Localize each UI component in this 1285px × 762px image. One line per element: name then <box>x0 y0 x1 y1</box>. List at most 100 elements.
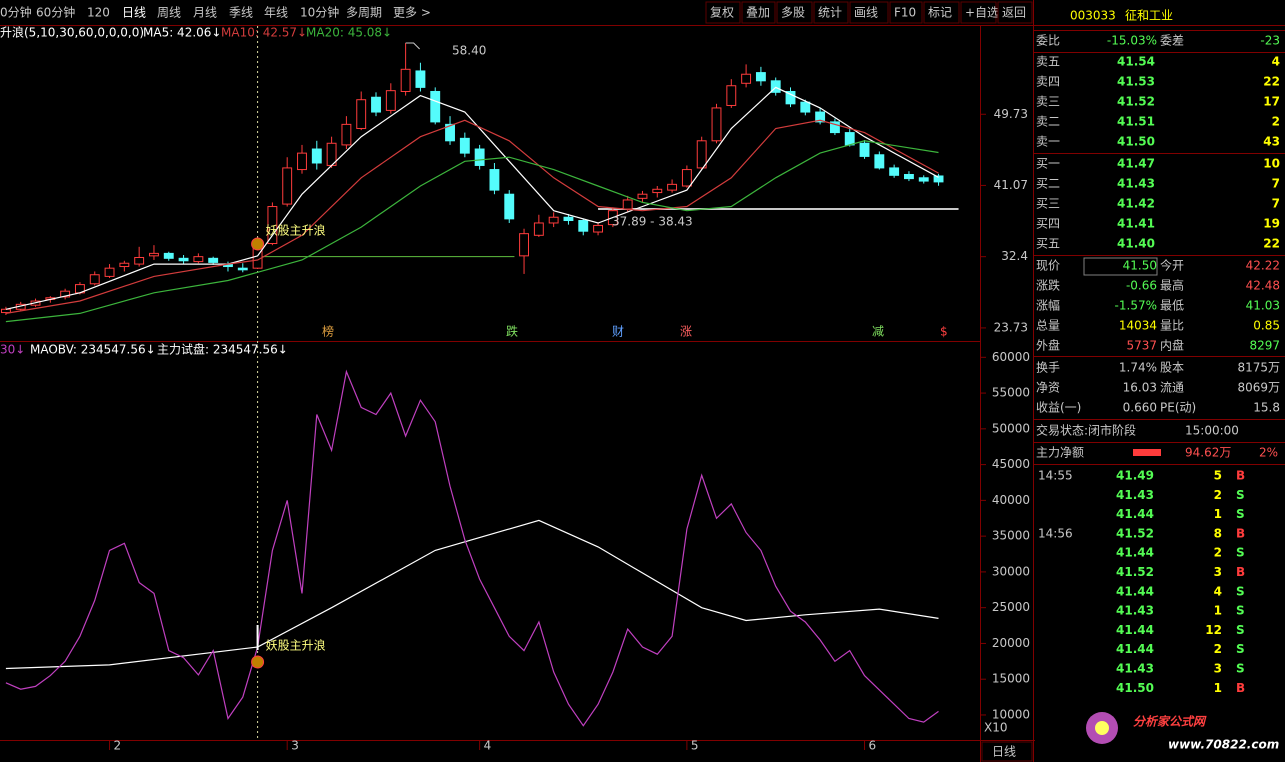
trade-price: 41.52 <box>1116 565 1154 579</box>
toolbar-button-label[interactable]: +自选 <box>965 6 999 20</box>
toolbar-tab[interactable]: 多周期 <box>346 6 382 20</box>
quote-cell: PE(动) <box>1160 401 1196 415</box>
toolbar-button[interactable] <box>923 1 960 24</box>
candle-body <box>89 274 100 285</box>
trade-status: 交易状态:闭市阶段 <box>1036 423 1136 438</box>
y-tick-label: 25000 <box>992 600 1030 614</box>
trade-volume: 1 <box>1214 681 1222 695</box>
trade-side: B <box>1236 681 1245 695</box>
quote-cell: 8175万 <box>1237 361 1280 375</box>
y-tick-label: 30000 <box>992 564 1030 578</box>
toolbar-button-label[interactable]: 多股 <box>781 6 805 20</box>
quote-cell: 流通 <box>1160 381 1184 395</box>
toolbar-button[interactable] <box>776 1 813 24</box>
candle-body <box>237 267 248 271</box>
order-price: 41.43 <box>1117 177 1155 191</box>
order-volume: 22 <box>1263 75 1280 89</box>
quote-cell: 涨跌 <box>1036 278 1060 293</box>
quote-cell: 5737 <box>1126 339 1157 353</box>
quote-cell: 净资 <box>1036 381 1060 395</box>
toolbar-tab[interactable]: 周线 <box>157 6 181 20</box>
candle-body <box>904 173 914 180</box>
signal-label: 财 <box>612 325 624 339</box>
main-flow-label: 主力净额 <box>1036 446 1084 460</box>
main-flow-bar <box>1133 449 1161 456</box>
quote-cell: 内盘 <box>1160 338 1184 353</box>
toolbar-button[interactable] <box>813 1 849 24</box>
y-tick-label: 41.07 <box>994 178 1028 192</box>
trade-volume: 2 <box>1214 488 1222 502</box>
toolbar-button-label[interactable]: 画线 <box>854 6 878 20</box>
quote-cell: -15.03% <box>1107 34 1157 48</box>
toolbar-tab[interactable]: 10分钟 <box>300 5 339 20</box>
quote-cell: 委比 <box>1036 34 1060 48</box>
trade-price: 41.43 <box>1116 604 1154 618</box>
toolbar-button-label[interactable]: 叠加 <box>746 6 770 20</box>
candle-body <box>755 72 766 82</box>
quote-cell: 42.48 <box>1246 279 1280 293</box>
toolbar-button[interactable] <box>960 1 997 24</box>
period-tab[interactable] <box>981 741 1033 762</box>
trade-volume: 3 <box>1214 662 1222 676</box>
quote-cell: 14034 <box>1119 319 1157 333</box>
period-tab-label[interactable]: 日线 <box>992 745 1016 759</box>
quote-cell: 0.85 <box>1253 319 1280 333</box>
toolbar-button-label[interactable]: 统计 <box>818 6 842 20</box>
toolbar-tab[interactable]: 0分钟 <box>0 5 32 20</box>
stock-code: 003033 <box>1070 9 1116 23</box>
signal-marker <box>251 655 265 669</box>
candle-body <box>371 96 381 113</box>
watermark-url: www.70822.com <box>1168 738 1279 752</box>
x-tick-label: 5 <box>691 739 699 753</box>
toolbar-button-label[interactable]: F10 <box>894 6 916 20</box>
y-tick-label: 40000 <box>992 493 1030 507</box>
toolbar-button[interactable] <box>889 1 923 24</box>
candle-body <box>785 90 796 105</box>
toolbar-button[interactable] <box>741 1 776 24</box>
order-price: 41.53 <box>1117 75 1155 89</box>
quote-cell: 股本 <box>1160 361 1184 375</box>
trade-status-time: 15:00:00 <box>1185 424 1239 438</box>
y-tick-label: 45000 <box>992 457 1030 471</box>
y-tick-label: 15000 <box>992 672 1030 686</box>
toolbar-tab[interactable]: 更多 > <box>393 6 431 20</box>
trade-time: 14:55 <box>1038 469 1073 483</box>
ma-line <box>5 140 939 323</box>
toolbar-button[interactable] <box>997 1 1033 24</box>
toolbar-button[interactable] <box>849 1 889 24</box>
toolbar-tab[interactable]: 日线 <box>122 6 146 20</box>
y-tick-label: 49.73 <box>994 107 1028 121</box>
price-box <box>1083 257 1158 276</box>
candle-body <box>622 199 633 210</box>
toolbar-tab[interactable]: 120 <box>87 6 110 20</box>
toolbar-button-label[interactable]: 标记 <box>928 6 952 20</box>
toolbar-button-label[interactable]: 返回 <box>1002 6 1026 20</box>
toolbar-button-label[interactable]: 复权 <box>710 6 734 20</box>
quote-cell: 8069万 <box>1237 381 1280 395</box>
toolbar-button[interactable] <box>705 1 741 24</box>
quote-cell: 1.74% <box>1119 361 1157 375</box>
order-volume: 2 <box>1272 115 1280 129</box>
trade-price: 41.52 <box>1116 526 1154 540</box>
trade-side: S <box>1236 623 1245 637</box>
toolbar-tab[interactable]: 季线 <box>229 6 253 20</box>
toolbar-tab[interactable]: 月线 <box>193 6 217 20</box>
y-tick-label: 35000 <box>992 529 1030 543</box>
quote-cell: 涨幅 <box>1036 298 1060 313</box>
quote-cell: 最低 <box>1160 299 1184 313</box>
toolbar-tab[interactable]: 年线 <box>264 6 288 20</box>
candle-body <box>829 121 840 134</box>
candle-body <box>297 152 307 171</box>
toolbar-tab[interactable]: 60分钟 <box>36 5 75 20</box>
candle-body <box>474 148 485 166</box>
order-price: 41.50 <box>1117 135 1155 149</box>
candle-body <box>770 80 781 93</box>
trade-price: 41.44 <box>1116 507 1154 521</box>
signal-marker <box>251 237 265 251</box>
candle-body <box>489 169 500 191</box>
candle-body <box>726 85 737 106</box>
annotation: 37.89 - 38.43 <box>612 215 693 229</box>
candle-body <box>504 193 515 220</box>
indicator-header: MA20: 45.08↓ <box>306 26 392 40</box>
